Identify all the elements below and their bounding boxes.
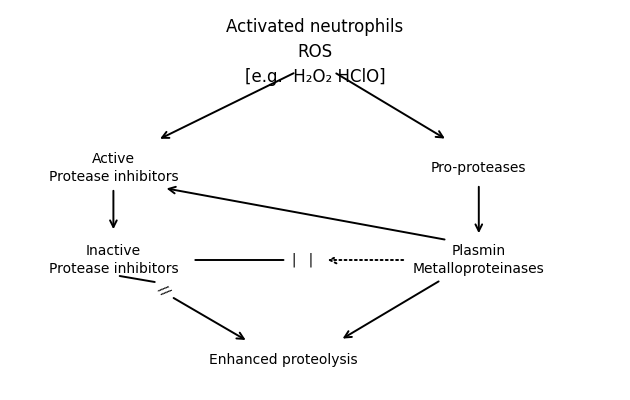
Text: //: // [156,282,173,298]
Text: Pro-proteases: Pro-proteases [431,161,527,175]
Text: | |: | | [290,253,315,267]
Text: Active
Protease inhibitors: Active Protease inhibitors [49,152,178,184]
Text: Inactive
Protease inhibitors: Inactive Protease inhibitors [49,244,178,276]
Text: Plasmin
Metalloproteinases: Plasmin Metalloproteinases [413,244,545,276]
Text: Activated neutrophils
ROS
[e.g.  H₂O₂ HClO]: Activated neutrophils ROS [e.g. H₂O₂ HCl… [226,18,404,86]
Text: Enhanced proteolysis: Enhanced proteolysis [209,353,358,367]
